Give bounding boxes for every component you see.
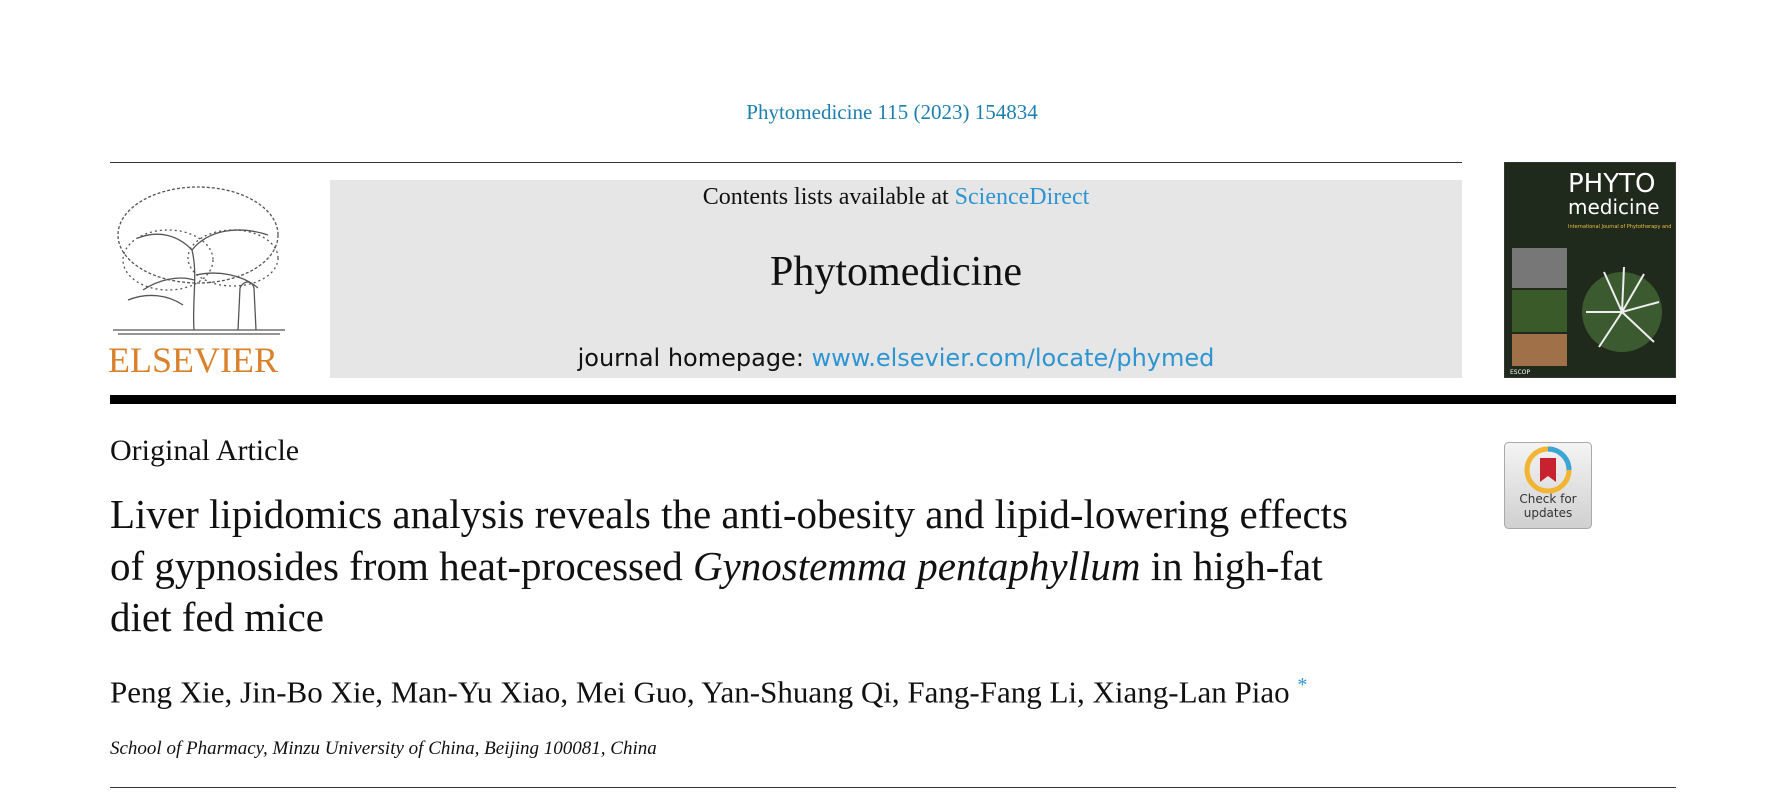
publisher-logo: ELSEVIER [108, 186, 285, 380]
author-name[interactable]: Peng Xie [110, 674, 225, 710]
badge-text: updates [1524, 506, 1573, 520]
journal-name: Phytomedicine [770, 249, 1022, 295]
title-text: of gypnosides from heat-processed [110, 543, 683, 589]
cover-title-bottom: medicine [1568, 195, 1660, 219]
journal-banner: Contents lists available at ScienceDirec… [330, 180, 1462, 378]
author-name[interactable]: Mei Guo [575, 674, 687, 710]
author-separator: , [224, 674, 233, 710]
author-name[interactable]: Yan-Shuang Qi [701, 674, 892, 710]
author-name[interactable]: Man-Yu Xiao [390, 674, 561, 710]
check-updates-badge[interactable]: Check for updates [1504, 442, 1592, 529]
author-name[interactable]: Xiang-Lan Piao [1092, 674, 1290, 710]
journal-cover[interactable]: PHYTO medicine International Journal of … [1504, 162, 1676, 378]
author-name[interactable]: Jin-Bo Xie [240, 674, 376, 710]
homepage-link[interactable]: www.elsevier.com/locate/phymed [811, 344, 1215, 372]
author-separator: , [891, 674, 900, 710]
title-line: Liver lipidomics analysis reveals the an… [110, 491, 1349, 537]
author-separator: , [375, 674, 383, 710]
cover-society: ESCOP [1510, 369, 1531, 376]
author-name[interactable]: Fang-Fang Li [907, 674, 1077, 710]
author-list: Peng Xie, Jin-Bo Xie, Man-Yu Xiao, Mei G… [110, 674, 1307, 710]
cover-subtitle: International Journal of Phytotherapy an… [1568, 224, 1672, 230]
affiliation: School of Pharmacy, Minzu University of … [110, 738, 657, 759]
author-separator: , [560, 674, 569, 710]
title-text: in high-fat [1150, 543, 1323, 589]
title-line: of gypnosides from heat-processed Gynost… [110, 542, 1323, 590]
author-separator: , [686, 674, 695, 710]
badge-text: Check for [1519, 492, 1576, 506]
bottom-rule [110, 787, 1676, 788]
author-separator: , [1077, 674, 1085, 710]
title-line: diet fed mice [110, 594, 325, 640]
homepage-line: journal homepage: www.elsevier.com/locat… [330, 344, 1462, 372]
contents-line: Contents lists available at ScienceDirec… [330, 184, 1462, 211]
homepage-prefix: journal homepage: [577, 344, 804, 372]
publisher-name: ELSEVIER [108, 340, 278, 380]
cover-title-top: PHYTO [1568, 169, 1655, 199]
thick-rule [110, 395, 1676, 404]
sciencedirect-link[interactable]: ScienceDirect [954, 184, 1090, 210]
corresponding-mark[interactable]: * [1297, 674, 1308, 696]
article-type: Original Article [110, 434, 300, 467]
contents-prefix: Contents lists available at [702, 184, 949, 210]
top-rule [110, 162, 1462, 163]
title-species: Gynostemma pentaphyllum [692, 543, 1141, 589]
citation-link[interactable]: Phytomedicine 115 (2023) 154834 [746, 100, 1038, 124]
